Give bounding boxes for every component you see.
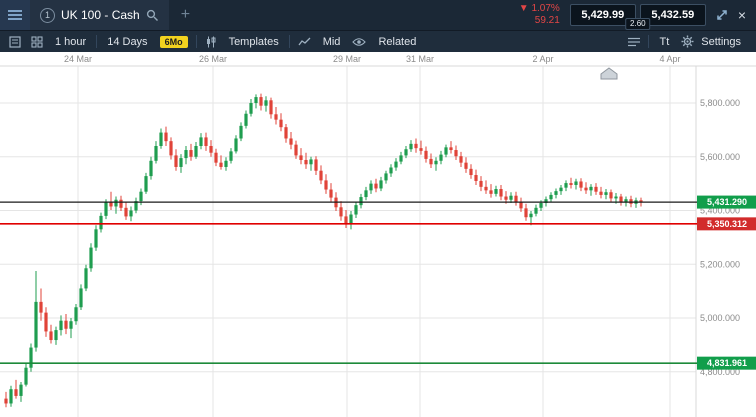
gear-icon[interactable]: [676, 35, 699, 48]
change-percent: 1.07%: [531, 3, 560, 14]
support-level-badge: [697, 217, 756, 231]
price-tick-label: 5,000.000: [700, 313, 740, 323]
toolbar-divider: [96, 35, 98, 48]
related-button[interactable]: Related: [378, 35, 417, 48]
zoom-preset-badge[interactable]: 6Mo: [159, 35, 188, 48]
toolbar-divider: [195, 35, 197, 48]
instrument-tab[interactable]: 1 UK 100 - Cash: [30, 0, 169, 30]
current-price-badge: [697, 195, 756, 209]
candles-layer: [4, 93, 643, 408]
price-chart[interactable]: 24 Mar 26 Mar 29 Mar 31 Mar 2 Apr 4 Apr 5,800.…: [0, 52, 756, 417]
chart-toolbar: 1 hour 14 Days 6Mo Templates Mid: [0, 30, 756, 52]
templates-button[interactable]: Templates: [228, 35, 279, 48]
range-select[interactable]: 14 Days: [107, 35, 148, 48]
layout-grid-icon[interactable]: [26, 35, 48, 48]
date-label: 2 Apr: [532, 54, 553, 64]
lower-level-badge: [697, 356, 756, 370]
hamburger-icon: [8, 10, 22, 12]
scroll-to-latest-marker[interactable]: [600, 67, 618, 80]
toolbar-divider: [648, 35, 650, 48]
settings-button[interactable]: Settings: [701, 35, 741, 48]
price-tick-label: 5,400.000: [700, 206, 740, 216]
price-buttons: 5,429.99 5,432.59 2.60: [569, 4, 706, 30]
sell-button[interactable]: 5,429.99: [569, 4, 636, 26]
chart-type-icon[interactable]: [200, 36, 222, 48]
chart-area: 24 Mar 26 Mar 29 Mar 31 Mar 2 Apr 4 Apr 5,800.…: [0, 52, 756, 417]
text-annotation-button[interactable]: Tt: [659, 35, 670, 48]
date-label: 31 Mar: [406, 54, 434, 64]
spread-badge: 2.60: [625, 18, 651, 30]
interval-select[interactable]: 1 hour: [55, 35, 87, 48]
buy-button[interactable]: 5,432.59: [639, 4, 706, 26]
menu-button[interactable]: [0, 0, 30, 30]
price-source-icon[interactable]: [293, 36, 316, 47]
price-tick-label: 5,200.000: [700, 259, 740, 269]
tab-number-badge: 1: [40, 7, 55, 23]
toolbar-right-group: Tt Settings: [623, 35, 752, 48]
price-tick-label: 4,800.000: [700, 367, 740, 377]
current-price-badge-label: 5,431.290: [707, 197, 747, 207]
price-tick-label: 5,800.000: [700, 98, 740, 108]
instrument-title: UK 100 - Cash: [61, 8, 140, 22]
date-label: 24 Mar: [64, 54, 92, 64]
sidebar-toggle-icon[interactable]: [4, 35, 26, 48]
indicators-list-icon[interactable]: [623, 37, 645, 47]
close-icon[interactable]: ×: [737, 7, 746, 23]
search-icon[interactable]: [146, 9, 159, 22]
price-change: ▼ 1.07% 59.21: [519, 3, 560, 27]
expand-icon[interactable]: [715, 8, 729, 22]
eye-icon[interactable]: [347, 37, 371, 47]
support-level-badge-label: 5,350.312: [707, 219, 747, 229]
date-label: 26 Mar: [199, 54, 227, 64]
add-tab-button[interactable]: +: [180, 6, 191, 23]
toolbar-divider: [288, 35, 290, 48]
date-label: 4 Apr: [659, 54, 680, 64]
change-down-icon: ▼: [518, 3, 529, 14]
change-absolute: 59.21: [534, 15, 560, 26]
lower-level-badge-label: 4,831.961: [707, 358, 747, 368]
date-label: 29 Mar: [333, 54, 361, 64]
price-tick-label: 5,600.000: [700, 152, 740, 162]
mid-price-button[interactable]: Mid: [322, 35, 341, 48]
topbar: 1 UK 100 - Cash + ▼ 1.07% 59.21 5,429.99…: [0, 0, 756, 30]
